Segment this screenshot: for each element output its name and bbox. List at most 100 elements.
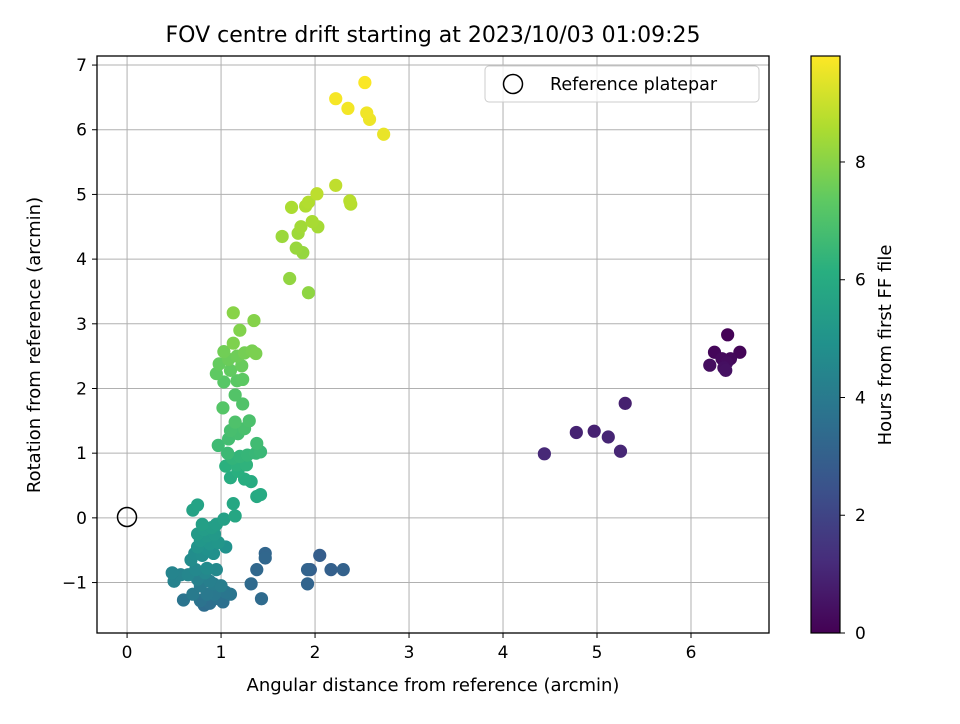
x-tick-label: 0 [122, 643, 133, 663]
x-axis-label: Angular distance from reference (arcmin) [247, 675, 620, 696]
data-point [221, 446, 235, 460]
data-point [223, 363, 238, 377]
legend-box [484, 65, 760, 103]
data-point [587, 424, 601, 438]
chart-title: FOV centre drift starting at 2023/10/03 … [166, 23, 701, 48]
data-point [258, 551, 272, 565]
y-tick-label: 2 [76, 379, 87, 399]
data-point [537, 447, 551, 461]
data-point [216, 401, 230, 415]
colorbar-tick-label: 0 [855, 624, 866, 644]
data-point [300, 563, 315, 577]
data-point [226, 497, 240, 511]
data-point [165, 566, 179, 580]
y-tick-label: 3 [76, 315, 87, 335]
y-tick-label: 0 [76, 509, 87, 529]
data-point [305, 214, 319, 229]
data-point [236, 372, 250, 387]
data-point [569, 425, 583, 440]
data-point [618, 396, 632, 410]
reference-point [116, 506, 138, 528]
y-tick-label: 1 [76, 444, 87, 464]
data-point [377, 127, 391, 141]
data-point [313, 548, 327, 562]
data-point [329, 178, 343, 192]
colorbar: 0 2 4 6 8 Hours from first FF file [810, 55, 896, 644]
data-point [186, 587, 200, 601]
data-point [301, 286, 316, 300]
y-tick-label: 6 [76, 121, 87, 141]
y-tick-label: 7 [76, 56, 87, 76]
data-point [324, 563, 338, 577]
data-point [228, 415, 242, 429]
x-axis: 0 1 2 3 4 5 6 [122, 633, 697, 663]
colorbar-tick-label: 6 [855, 271, 866, 291]
data-point [341, 101, 355, 115]
x-tick-label: 3 [404, 643, 415, 663]
y-tick-label: 4 [76, 250, 87, 270]
data-point [300, 577, 315, 591]
y-tick-label: −1 [62, 574, 87, 594]
data-point [249, 346, 263, 361]
data-point [358, 75, 372, 90]
data-point [289, 241, 303, 255]
x-tick-label: 1 [216, 643, 227, 663]
data-point [217, 345, 231, 359]
data-point [275, 229, 289, 244]
colorbar-gradient [810, 55, 841, 634]
data-point [226, 336, 240, 350]
data-point [336, 563, 350, 577]
y-tick-label: 5 [76, 185, 87, 205]
data-point [211, 438, 225, 453]
data-point [242, 414, 256, 428]
data-point [247, 313, 261, 328]
legend: Reference platepar [484, 65, 760, 103]
data-point [721, 328, 735, 342]
data-point [195, 517, 209, 531]
data-point [613, 444, 628, 458]
data-point [283, 271, 297, 286]
colorbar-ticks: 0 2 4 6 8 [840, 153, 866, 644]
data-point [228, 388, 242, 402]
data-point [329, 92, 343, 106]
data-point [233, 323, 247, 337]
data-point [254, 592, 269, 606]
data-point [236, 397, 250, 411]
legend-marker [502, 73, 524, 95]
x-tick-label: 4 [498, 643, 509, 663]
data-point [343, 194, 357, 208]
data-point [214, 579, 228, 593]
y-axis: −1 0 1 2 3 4 5 6 7 [62, 56, 97, 594]
x-tick-label: 6 [686, 643, 697, 663]
data-points [165, 75, 747, 612]
data-point [226, 306, 240, 320]
colorbar-tick-label: 8 [855, 153, 866, 173]
data-point [703, 358, 717, 372]
data-point [360, 106, 374, 120]
y-axis-label: Rotation from reference (arcmin) [24, 197, 45, 493]
x-tick-label: 5 [592, 643, 603, 663]
x-tick-label: 2 [310, 643, 321, 663]
data-point [301, 195, 316, 209]
data-point [200, 561, 214, 575]
data-point [190, 498, 205, 512]
data-point [284, 200, 299, 214]
data-point [217, 512, 231, 526]
data-point [250, 563, 264, 577]
data-point [228, 509, 242, 523]
data-point [217, 375, 231, 389]
data-point [310, 187, 324, 201]
data-point [601, 430, 615, 444]
data-point [244, 577, 258, 591]
plot-frame [96, 55, 770, 634]
data-point [294, 220, 308, 234]
colorbar-label: Hours from first FF file [875, 245, 896, 446]
data-point [733, 345, 747, 359]
colorbar-tick-label: 4 [855, 388, 866, 408]
colorbar-tick-label: 2 [855, 506, 866, 526]
grid [97, 56, 769, 633]
data-point [250, 436, 264, 451]
legend-label: Reference platepar [550, 75, 718, 95]
data-point [253, 487, 268, 502]
